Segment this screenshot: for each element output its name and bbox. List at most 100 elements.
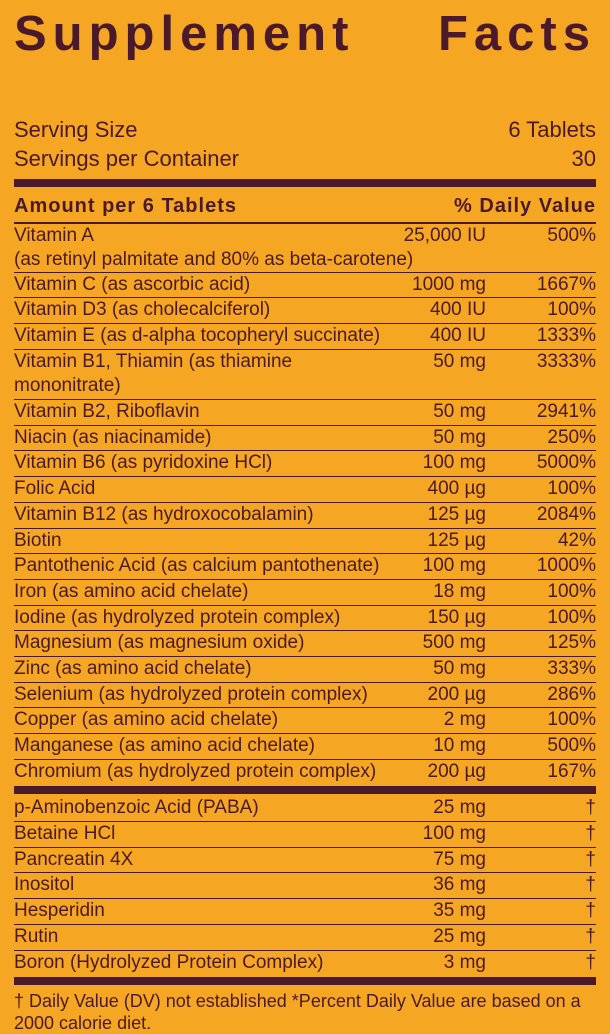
nutrient-row: Vitamin D3 (as cholecalciferol)400 IU100… <box>14 298 596 324</box>
nutrient-amount: 50 mg <box>386 350 496 399</box>
serving-size-label: Serving Size <box>14 116 138 145</box>
nutrient-name: Vitamin B2, Riboflavin <box>14 400 386 425</box>
nutrient-row: Manganese (as amino acid chelate)10 mg50… <box>14 734 596 760</box>
nutrient-row: Pancreatin 4X75 mg† <box>14 848 596 874</box>
nutrient-name: Chromium (as hydrolyzed protein complex) <box>14 760 386 785</box>
panel-title: Supplement Facts <box>14 10 596 108</box>
nutrient-name: Inositol <box>14 873 386 898</box>
nutrient-name: Magnesium (as magnesium oxide) <box>14 631 386 656</box>
nutrient-dv: 5000% <box>496 451 596 476</box>
nutrient-name: Manganese (as amino acid chelate) <box>14 734 386 759</box>
nutrient-name: Vitamin A <box>14 224 386 249</box>
servings-per-row: Servings per Container 30 <box>14 145 596 174</box>
nutrient-name: Hesperidin <box>14 899 386 924</box>
nutrient-row: Iodine (as hydrolyzed protein complex)15… <box>14 606 596 632</box>
nutrient-row: Hesperidin35 mg† <box>14 899 596 925</box>
nutrient-dv: 100% <box>496 477 596 502</box>
nutrient-row: Chromium (as hydrolyzed protein complex)… <box>14 760 596 785</box>
nutrient-dv: † <box>496 951 596 976</box>
nutrient-row: Copper (as amino acid chelate)2 mg100% <box>14 708 596 734</box>
nutrient-row: Magnesium (as magnesium oxide)500 mg125% <box>14 631 596 657</box>
nutrient-name: p-Aminobenzoic Acid (PABA) <box>14 796 386 821</box>
nutrient-row: Vitamin B6 (as pyridoxine HCl)100 mg5000… <box>14 451 596 477</box>
nutrient-amount: 400 IU <box>386 324 496 349</box>
nutrient-row: Folic Acid400 µg100% <box>14 477 596 503</box>
nutrient-row: Inositol36 mg† <box>14 873 596 899</box>
nutrient-subtext: (as retinyl palmitate and 80% as beta-ca… <box>14 249 413 272</box>
nutrient-list-main: Vitamin C (as ascorbic acid)1000 mg1667%… <box>14 273 596 785</box>
nutrient-row: Betaine HCl100 mg† <box>14 822 596 848</box>
nutrient-name: Vitamin C (as ascorbic acid) <box>14 273 386 298</box>
column-header-row: Amount per 6 Tablets % Daily Value <box>14 191 596 222</box>
nutrient-row: Zinc (as amino acid chelate)50 mg333% <box>14 657 596 683</box>
nutrient-name: Pancreatin 4X <box>14 848 386 873</box>
header-daily-value: % Daily Value <box>454 195 596 218</box>
nutrient-amount: 50 mg <box>386 400 496 425</box>
nutrient-name: Biotin <box>14 529 386 554</box>
rule-thick-top <box>14 179 596 187</box>
nutrient-dv: 1667% <box>496 273 596 298</box>
nutrient-dv: 3333% <box>496 350 596 399</box>
nutrient-name: Folic Acid <box>14 477 386 502</box>
rule-thick-bottom <box>14 977 596 985</box>
nutrient-dv: 2941% <box>496 400 596 425</box>
nutrient-dv: 286% <box>496 683 596 708</box>
nutrient-amount: 18 mg <box>386 580 496 605</box>
nutrient-amount: 100 mg <box>386 554 496 579</box>
nutrient-row: Vitamin B12 (as hydroxocobalamin)125 µg2… <box>14 503 596 529</box>
nutrient-name: Rutin <box>14 925 386 950</box>
nutrient-amount: 400 IU <box>386 298 496 323</box>
nutrient-amount: 200 µg <box>386 760 496 785</box>
nutrient-name: Boron (Hydrolyzed Protein Complex) <box>14 951 386 976</box>
nutrient-amount: 25 mg <box>386 925 496 950</box>
nutrient-row: Rutin25 mg† <box>14 925 596 951</box>
nutrient-row: Vitamin E (as d-alpha tocopheryl succina… <box>14 324 596 350</box>
nutrient-amount: 125 µg <box>386 529 496 554</box>
nutrient-dv: † <box>496 796 596 821</box>
nutrient-dv: 1000% <box>496 554 596 579</box>
nutrient-amount: 35 mg <box>386 899 496 924</box>
nutrient-amount: 500 mg <box>386 631 496 656</box>
nutrient-dv: 500% <box>496 224 596 249</box>
nutrient-dv: † <box>496 899 596 924</box>
nutrient-amount: 75 mg <box>386 848 496 873</box>
nutrient-amount: 100 mg <box>386 451 496 476</box>
nutrient-row: Vitamin C (as ascorbic acid)1000 mg1667% <box>14 273 596 299</box>
nutrient-name: Vitamin D3 (as cholecalciferol) <box>14 298 386 323</box>
nutrient-dv: † <box>496 925 596 950</box>
rule-thick-mid <box>14 786 596 794</box>
nutrient-dv: 167% <box>496 760 596 785</box>
serving-size-value: 6 Tablets <box>508 116 596 145</box>
nutrient-amount: 3 mg <box>386 951 496 976</box>
nutrient-name: Vitamin E (as d-alpha tocopheryl succina… <box>14 324 386 349</box>
nutrient-dv: † <box>496 873 596 898</box>
nutrient-dv: 500% <box>496 734 596 759</box>
nutrient-list-secondary: p-Aminobenzoic Acid (PABA)25 mg†Betaine … <box>14 796 596 975</box>
nutrient-name: Betaine HCl <box>14 822 386 847</box>
nutrient-dv: 125% <box>496 631 596 656</box>
nutrient-row: Boron (Hydrolyzed Protein Complex)3 mg† <box>14 951 596 976</box>
nutrient-dv: 333% <box>496 657 596 682</box>
nutrient-amount: 200 µg <box>386 683 496 708</box>
nutrient-dv: 2084% <box>496 503 596 528</box>
nutrient-name: Iodine (as hydrolyzed protein complex) <box>14 606 386 631</box>
nutrient-dv: 100% <box>496 580 596 605</box>
nutrient-amount: 50 mg <box>386 657 496 682</box>
nutrient-name: Iron (as amino acid chelate) <box>14 580 386 605</box>
nutrient-dv: † <box>496 848 596 873</box>
nutrient-name: Pantothenic Acid (as calcium pantothenat… <box>14 554 386 579</box>
servings-per-label: Servings per Container <box>14 145 239 174</box>
footnote-text: † Daily Value (DV) not established *Perc… <box>14 987 596 1034</box>
nutrient-name: Vitamin B6 (as pyridoxine HCl) <box>14 451 386 476</box>
nutrient-amount: 125 µg <box>386 503 496 528</box>
nutrient-row: p-Aminobenzoic Acid (PABA)25 mg† <box>14 796 596 822</box>
nutrient-row: Niacin (as niacinamide)50 mg250% <box>14 426 596 452</box>
vitamin-a-row: Vitamin A 25,000 IU 500% <box>14 224 596 249</box>
nutrient-dv: 100% <box>496 298 596 323</box>
nutrient-dv: 1333% <box>496 324 596 349</box>
nutrient-name: Copper (as amino acid chelate) <box>14 708 386 733</box>
nutrient-row: Vitamin B1, Thiamin (as thiamine mononit… <box>14 350 596 400</box>
servings-per-value: 30 <box>572 145 596 174</box>
nutrient-row: Biotin125 µg42% <box>14 529 596 555</box>
nutrient-dv: 100% <box>496 606 596 631</box>
